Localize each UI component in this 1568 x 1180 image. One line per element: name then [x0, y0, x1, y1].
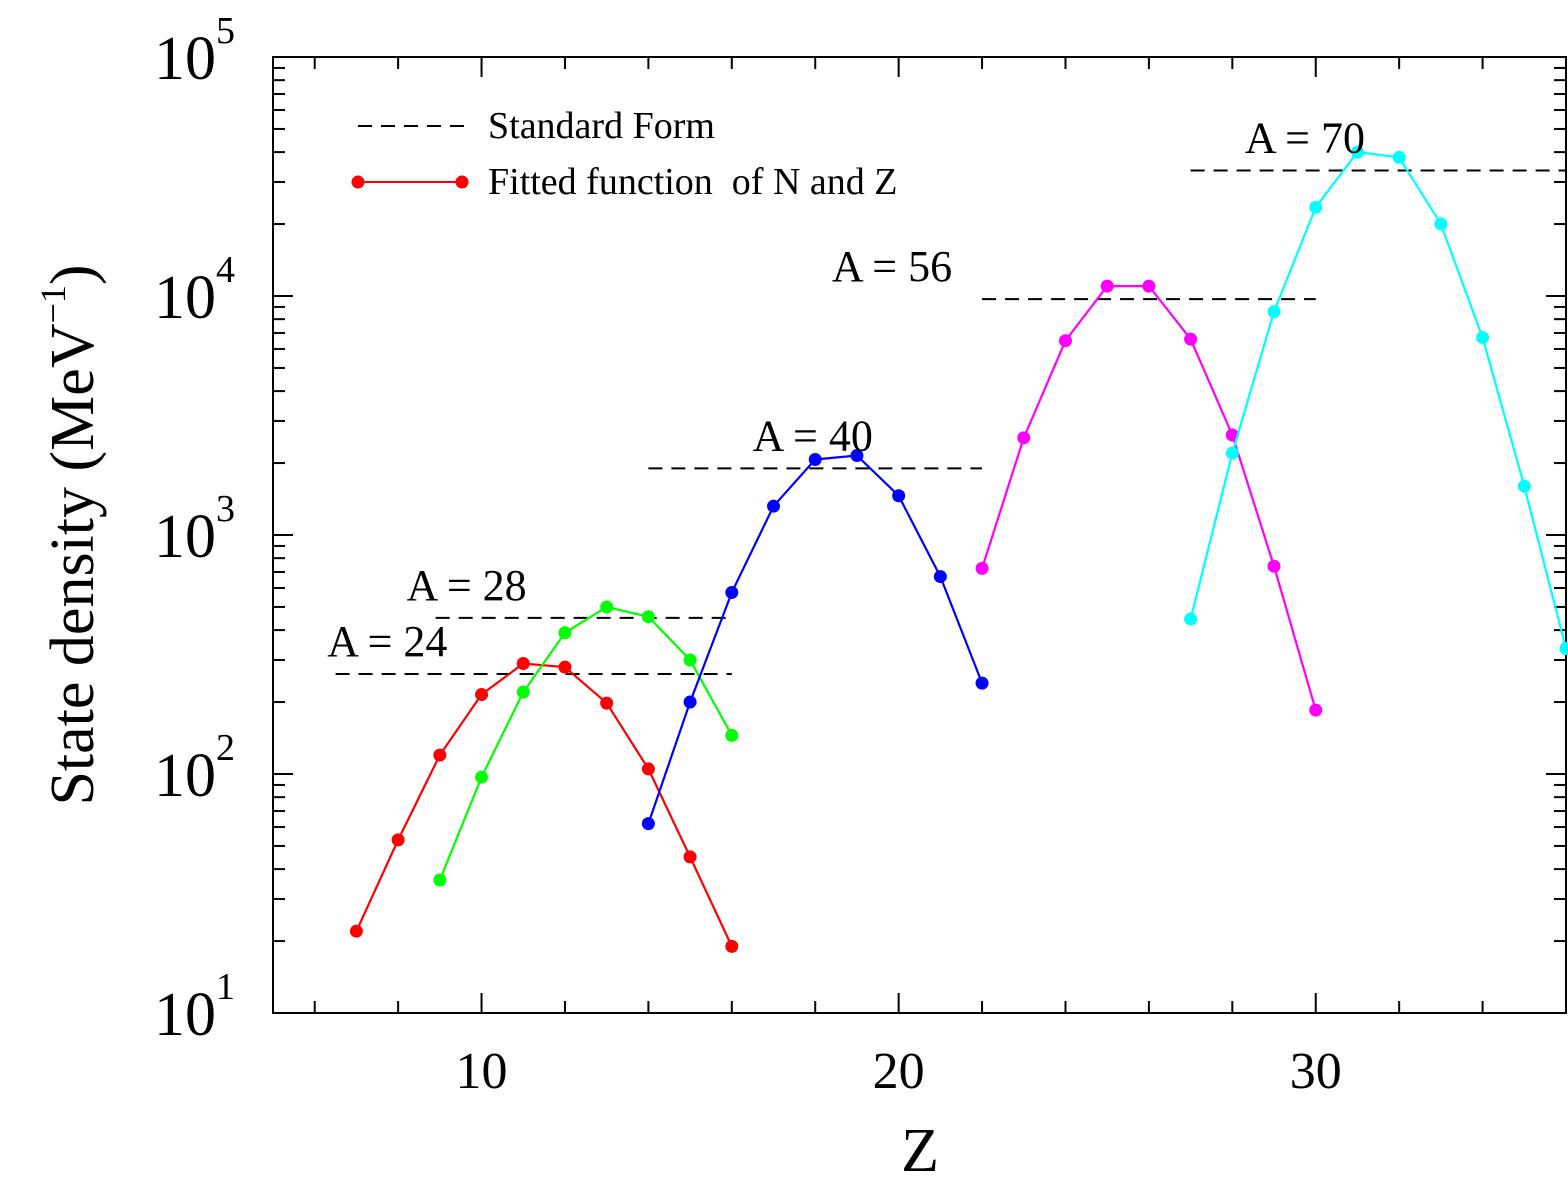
fitted-series-group [349, 145, 1568, 953]
series-point [641, 762, 655, 776]
series-point [725, 728, 739, 742]
plot-frame [272, 56, 1567, 1014]
svg-text:State density (MeV−1): State density (MeV−1) [33, 264, 107, 805]
series-point [516, 685, 530, 699]
series-point [933, 570, 947, 584]
axis-ticks [273, 57, 1567, 1014]
series-point [683, 695, 697, 709]
legend-fitted-marker-right [455, 175, 469, 189]
series-annotations: A = 24 A = 28 A = 40 A = 56 A = 70 [327, 114, 1365, 667]
series-point [641, 610, 655, 624]
y-tick-label: 10 [154, 264, 216, 332]
legend-standard-label: Standard Form [488, 105, 715, 147]
series-point [600, 696, 614, 710]
y-tick-label: 10 [154, 981, 216, 1049]
series-point [516, 656, 530, 670]
series-line [981, 285, 1317, 711]
series-line [647, 454, 984, 824]
series-point [1350, 145, 1364, 159]
x-tick-label: 10 [456, 1043, 508, 1100]
series-point [1184, 332, 1198, 346]
series-point [767, 499, 781, 513]
legend-fitted-marker-left [351, 175, 365, 189]
series-point [683, 653, 697, 667]
standard-form-lines [335, 169, 1566, 676]
series-point [1434, 217, 1448, 231]
series-point [975, 676, 989, 690]
y-tick-label: 10 [154, 503, 216, 571]
series-point [1309, 703, 1323, 717]
series-point [558, 626, 572, 640]
series-annotation: A = 40 [753, 411, 873, 460]
series-point [475, 688, 489, 702]
series-point [641, 817, 655, 831]
y-tick-label-exponent: 1 [216, 966, 235, 1008]
series-point [558, 660, 572, 674]
series-point [683, 850, 697, 864]
series-point [1392, 150, 1406, 164]
series-line [355, 662, 733, 947]
y-axis-label-close: ) [39, 264, 107, 285]
series-point [1225, 446, 1239, 460]
series-point [1142, 279, 1156, 293]
series-annotation: A = 28 [406, 561, 526, 610]
y-tick-label: 10 [154, 25, 216, 93]
x-axis-label: Z [901, 1117, 939, 1180]
y-tick-label-exponent: 5 [216, 10, 235, 52]
series-point [1559, 642, 1568, 656]
series-point [975, 561, 989, 575]
series-point [1184, 612, 1198, 626]
series-point [725, 939, 739, 953]
series-point [1309, 200, 1323, 214]
series-point [1017, 431, 1031, 445]
y-axis-label-main: State density (MeV [39, 323, 107, 805]
x-tick-label: 30 [1290, 1043, 1342, 1100]
y-tick-label-exponent: 2 [216, 727, 235, 769]
series-point [1267, 559, 1281, 573]
series-point [600, 600, 614, 614]
series-point [349, 924, 363, 938]
y-tick-label-exponent: 3 [216, 488, 235, 530]
legend: Standard Form Fitted function of N and Z [351, 105, 897, 203]
series-point [850, 449, 864, 463]
series-point [1517, 479, 1531, 493]
series-line [438, 605, 733, 881]
series-annotation: A = 56 [832, 242, 952, 291]
series-point [1058, 334, 1072, 348]
series-point [391, 833, 405, 847]
series-line [1189, 150, 1568, 649]
series-point [433, 873, 447, 887]
x-tick-label: 20 [873, 1043, 925, 1100]
legend-fitted-label: Fitted function of N and Z [488, 161, 897, 203]
series-annotation: A = 70 [1245, 114, 1365, 163]
series-point [475, 770, 489, 784]
series-point [1100, 279, 1114, 293]
series-point [808, 452, 822, 466]
series-point [1267, 305, 1281, 319]
y-axis-label: State density (MeV−1) [33, 264, 107, 805]
y-tick-label: 10 [154, 742, 216, 810]
y-axis-label-exponent: −1 [33, 285, 73, 323]
series-point [1476, 331, 1490, 345]
series-point [725, 585, 739, 599]
series-point [433, 748, 447, 762]
y-tick-label-exponent: 4 [216, 249, 235, 291]
series-point [892, 489, 906, 503]
series-annotation: A = 24 [327, 617, 447, 666]
